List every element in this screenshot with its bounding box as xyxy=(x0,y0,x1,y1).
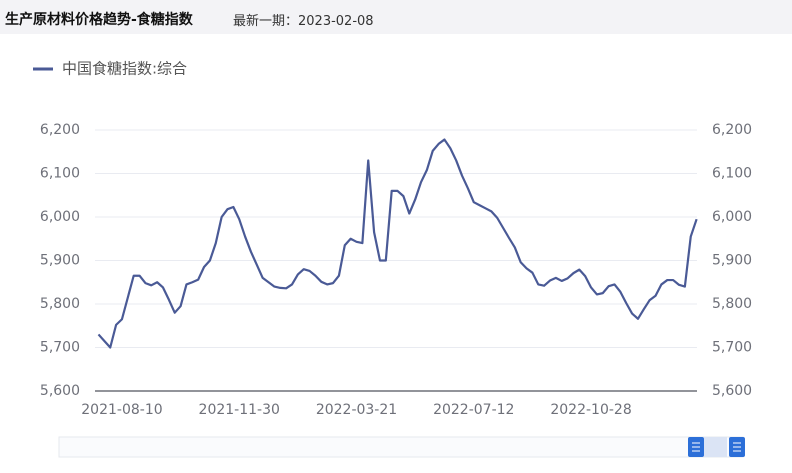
y-tick-label: 5,900 xyxy=(40,253,80,269)
legend-label: 中国食糖指数:综合 xyxy=(62,60,187,78)
title: 生产原材料价格趋势-食糖指数 xyxy=(5,12,193,28)
y-tick-label: 5,700 xyxy=(40,340,80,356)
x-tick-label: 2022-03-21 xyxy=(316,402,397,418)
line-series xyxy=(97,138,698,349)
x-tick-label: 2022-10-28 xyxy=(550,402,631,418)
subtitle: 最新一期：2023-02-08 xyxy=(233,14,374,29)
y-tick-label: 5,800 xyxy=(40,296,80,312)
y2-tick-label: 6,000 xyxy=(712,209,752,225)
y2-tick-label: 5,800 xyxy=(712,296,752,312)
y-tick-label: 6,100 xyxy=(40,166,80,182)
y-tick-label: 5,600 xyxy=(40,383,80,399)
x-tick-label: 2021-11-30 xyxy=(199,402,280,418)
handle-grip xyxy=(692,442,741,452)
y-tick-label: 6,000 xyxy=(40,209,80,225)
y-tick-label: 6,200 xyxy=(40,122,80,138)
y2-tick-label: 5,900 xyxy=(712,253,752,269)
zoom-range[interactable] xyxy=(704,437,727,457)
y2-tick-label: 5,600 xyxy=(712,383,752,399)
x-tick-label: 2022-07-12 xyxy=(433,402,514,418)
header: 生产原材料价格趋势-食糖指数 最新一期：2023-02-08 xyxy=(0,0,792,34)
y2-tick-label: 6,200 xyxy=(712,122,752,138)
y2-tick-label: 6,100 xyxy=(712,166,752,182)
y2-tick-label: 5,700 xyxy=(712,340,752,356)
x-tick-label: 2021-08-10 xyxy=(81,402,162,418)
zoom-slider[interactable] xyxy=(58,436,744,458)
